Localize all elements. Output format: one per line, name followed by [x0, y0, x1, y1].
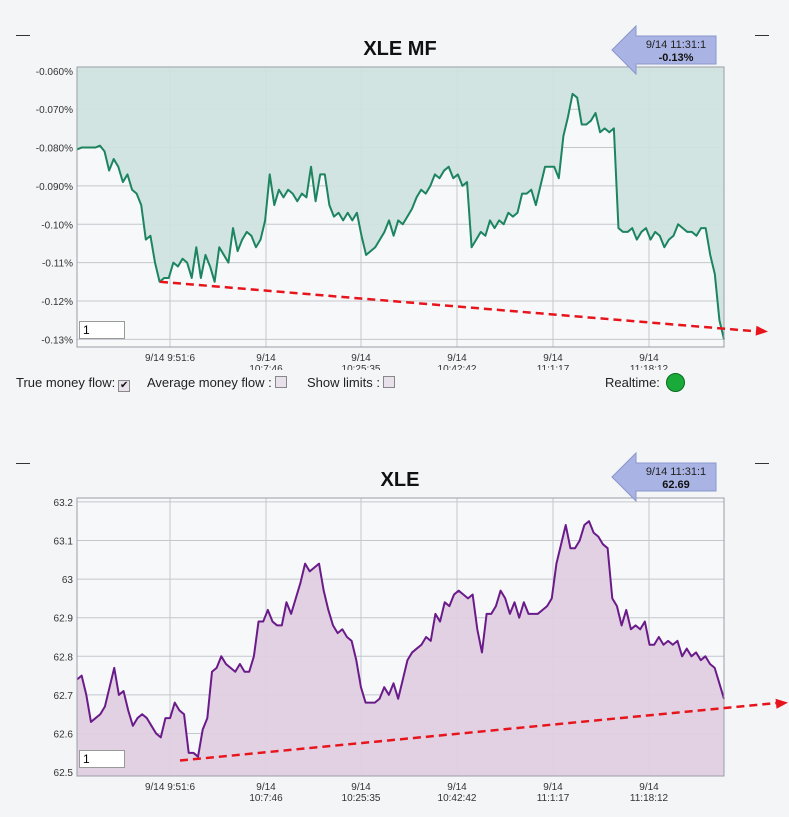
collapse-dash-bottom-right[interactable]: [755, 463, 769, 464]
y-tick-label: 62.9: [54, 614, 74, 625]
last-value-tooltip: 9/14 11:31:1-0.13%: [611, 24, 717, 76]
x-tick-label: 9/14: [351, 782, 371, 793]
tooltip-value: 62.69: [662, 479, 690, 491]
realtime-indicator: Realtime:: [605, 373, 685, 392]
trend-arrow-head: [755, 325, 768, 336]
y-tick-label: 62.7: [54, 691, 74, 702]
y-tick-label: -0.13%: [41, 335, 73, 346]
x-tick-label: 10:25:35: [342, 793, 381, 804]
y-tick-label: 62.6: [54, 730, 74, 741]
x-tick-label: 9/14: [543, 353, 563, 364]
chart-title: XLE MF: [363, 38, 436, 60]
x-tick-label: 9/14: [351, 353, 371, 364]
trend-line: [159, 280, 761, 333]
y-tick-label: -0.10%: [41, 220, 73, 231]
range-input-mf[interactable]: [79, 321, 125, 339]
collapse-dash-top-left[interactable]: [16, 35, 30, 36]
x-tick-label: 9/14: [447, 353, 467, 364]
x-tick-label: 9/14 9:51:6: [145, 353, 195, 364]
x-tick-label: 11:1:17: [537, 793, 570, 804]
collapse-dash-top-right[interactable]: [755, 35, 769, 36]
xle-price-chart[interactable]: 63.2 63.1 63 62.9 62.8 62.7 62.6 62.5 9/14 9:51:…: [0, 417, 789, 817]
last-value-tooltip: 9/14 11:31:162.69: [611, 451, 717, 503]
collapse-dash-bottom-left[interactable]: [16, 463, 30, 464]
tooltip-time: 9/14 11:31:1: [646, 466, 706, 478]
y-tick-label: 62.5: [54, 768, 74, 779]
x-tick-label: 9/14 9:51:6: [145, 782, 195, 793]
x-tick-label: 10:42:42: [438, 793, 477, 804]
tooltip-time: 9/14 11:31:1: [646, 39, 706, 51]
trend-arrow-head: [775, 698, 788, 709]
realtime-status-icon: [665, 373, 685, 392]
average-money-flow-control[interactable]: Average money flow :: [147, 375, 287, 390]
x-tick-label: 10:25:35: [342, 364, 381, 370]
x-tick-label: 9/14: [639, 782, 659, 793]
y-tick-label: -0.080%: [36, 144, 73, 155]
plot-border: [76, 497, 725, 777]
true-money-flow-checkbox[interactable]: ✔: [118, 380, 131, 392]
chart-controls: True money flow: ✔ Average money flow : S…: [16, 373, 706, 393]
series-line: [76, 520, 725, 758]
tooltip-arrow-shape: [611, 24, 717, 76]
x-tick-label: 9/14: [256, 782, 276, 793]
y-tick-label: 63.1: [54, 536, 74, 547]
plot-border: [76, 66, 725, 348]
x-tick-label: 9/14: [447, 782, 467, 793]
tooltip-value: -0.13%: [659, 52, 694, 64]
show-limits-checkbox[interactable]: [382, 376, 395, 388]
y-tick-label: 63: [62, 575, 74, 586]
range-input-price[interactable]: [79, 750, 125, 768]
y-tick-label: 63.2: [54, 498, 74, 509]
y-tick-label: -0.070%: [36, 105, 73, 116]
y-tick-label: -0.12%: [41, 297, 73, 308]
series-area: [77, 521, 724, 776]
xle-mf-chart[interactable]: -0.060% -0.070% -0.080% -0.090% -0.10% -0.11%…: [0, 0, 789, 370]
series-line: [76, 92, 725, 340]
y-tick-label: -0.11%: [42, 259, 73, 270]
trend-line: [179, 701, 781, 762]
tooltip-arrow-shape: [611, 451, 717, 503]
chart-title: XLE: [381, 469, 420, 491]
show-limits-control[interactable]: Show limits :: [307, 375, 395, 390]
y-tick-label: 62.8: [54, 652, 74, 663]
x-tick-label: 11:18:12: [630, 364, 669, 370]
x-tick-label: 11:1:17: [537, 364, 570, 370]
y-tick-label: -0.090%: [36, 182, 73, 193]
x-tick-label: 10:7:46: [249, 793, 283, 804]
x-tick-label: 9/14: [256, 353, 276, 364]
average-money-flow-checkbox[interactable]: [274, 376, 287, 388]
x-tick-label: 10:42:42: [438, 364, 477, 370]
x-tick-label: 9/14: [543, 782, 563, 793]
x-tick-label: 10:7:46: [249, 364, 283, 370]
y-tick-label: -0.060%: [36, 67, 73, 78]
series-area: [77, 67, 724, 340]
x-tick-label: 9/14: [639, 353, 659, 364]
x-tick-label: 11:18:12: [630, 793, 669, 804]
true-money-flow-control[interactable]: True money flow: ✔: [16, 375, 131, 392]
